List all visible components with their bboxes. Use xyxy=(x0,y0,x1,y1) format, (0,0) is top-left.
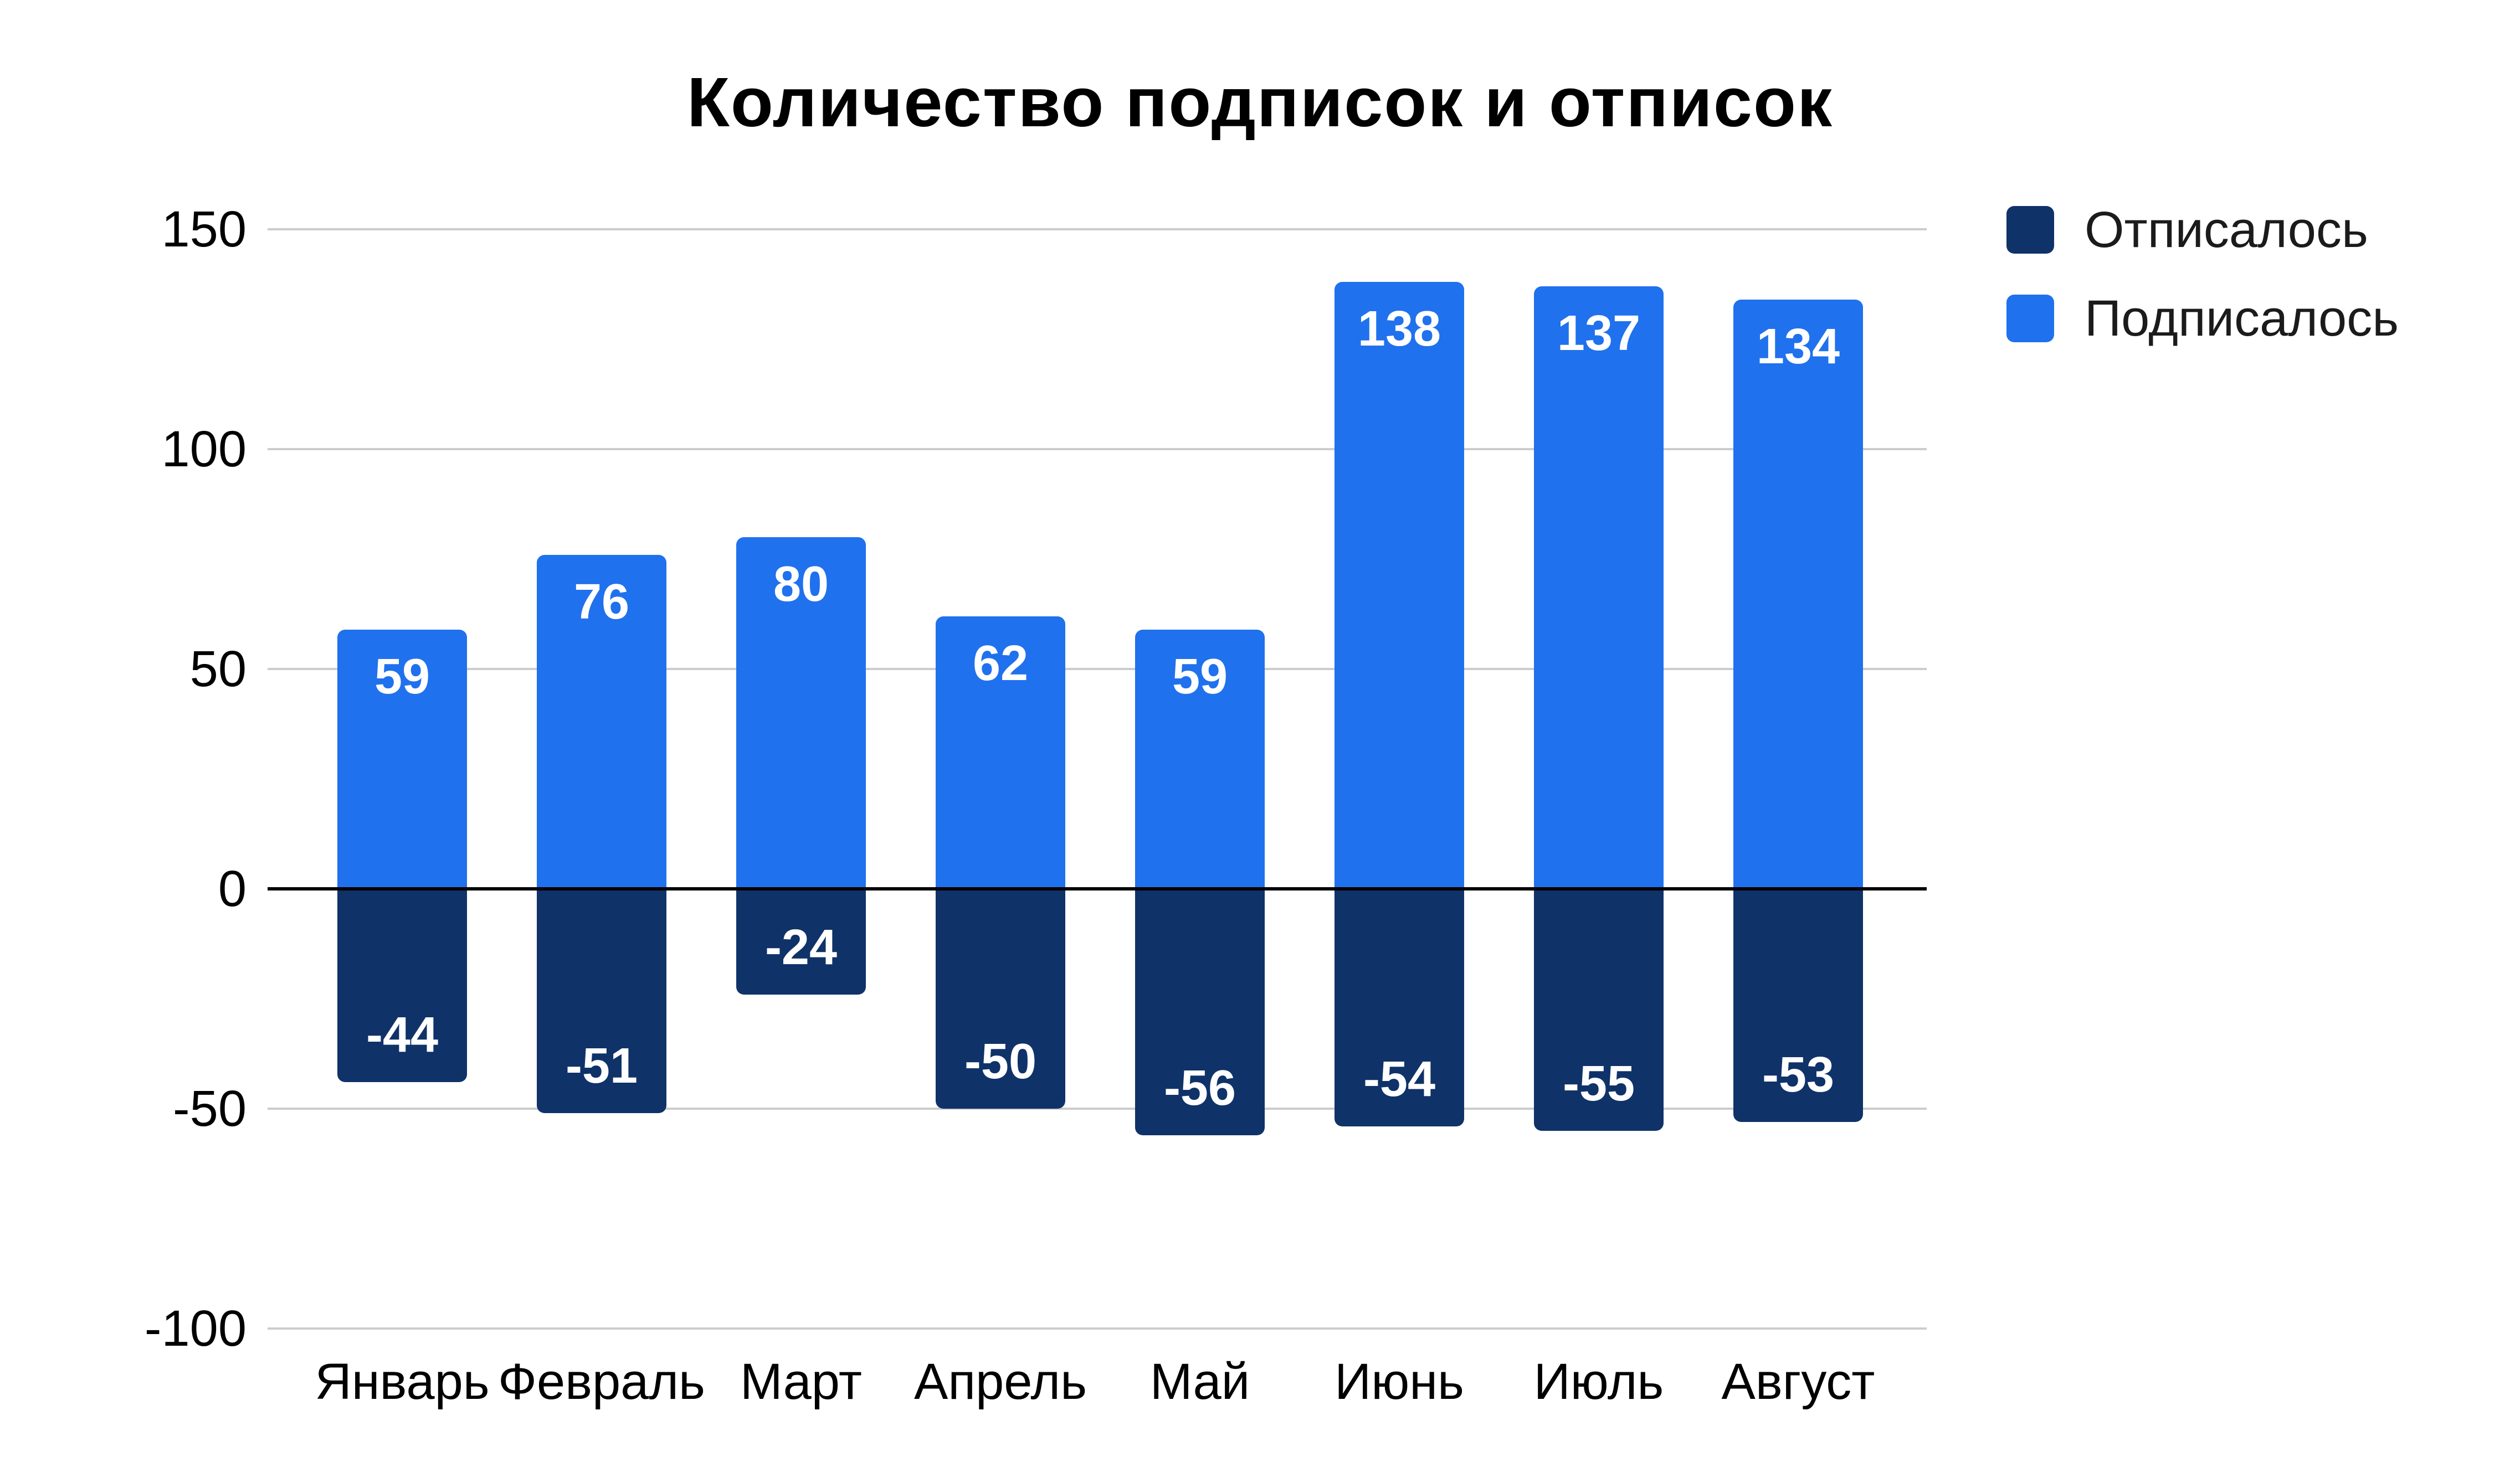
legend-chip-subscribed xyxy=(2006,295,2054,342)
gridline-50 xyxy=(268,668,1927,670)
bar-unsubscribed-4 xyxy=(936,889,1065,1109)
legend-label-unsubscribed: Отписалось xyxy=(2085,202,2368,258)
bar-value-unsubscribed-4: -50 xyxy=(964,1034,1037,1089)
bar-unsubscribed-2 xyxy=(537,889,666,1113)
legend-chip-unsubscribed xyxy=(2006,206,2054,254)
bar-subscribed-8 xyxy=(1733,300,1863,889)
bar-subscribed-5 xyxy=(1135,629,1265,889)
x-tick-label-1: Январь xyxy=(315,1353,490,1410)
bar-value-subscribed-8: 134 xyxy=(1756,319,1840,375)
x-tick-label-8: Август xyxy=(1721,1353,1875,1410)
bar-value-unsubscribed-7: -55 xyxy=(1562,1056,1635,1111)
bar-unsubscribed-7 xyxy=(1534,889,1664,1131)
gridline-100 xyxy=(268,448,1927,450)
bar-unsubscribed-3 xyxy=(736,889,866,995)
bar-value-unsubscribed-2: -51 xyxy=(565,1038,638,1094)
x-tick-label-4: Апрель xyxy=(913,1353,1087,1410)
bar-value-unsubscribed-8: -53 xyxy=(1762,1047,1835,1103)
legend-label-subscribed: Подписалось xyxy=(2085,290,2399,347)
x-tick-label-6: Июнь xyxy=(1335,1353,1464,1410)
bar-value-subscribed-4: 62 xyxy=(972,635,1029,691)
x-tick-label-2: Февраль xyxy=(498,1353,705,1410)
bar-value-subscribed-2: 76 xyxy=(573,574,630,630)
y-tick-label: 150 xyxy=(161,201,247,258)
bar-value-unsubscribed-6: -54 xyxy=(1363,1051,1436,1107)
gridline--100 xyxy=(268,1327,1927,1330)
x-tick-label-7: Июль xyxy=(1533,1353,1664,1410)
bar-unsubscribed-8 xyxy=(1733,889,1863,1122)
bar-unsubscribed-6 xyxy=(1335,889,1464,1126)
y-tick-label: -100 xyxy=(144,1300,247,1357)
y-tick-label: 0 xyxy=(218,861,247,917)
bar-value-unsubscribed-1: -44 xyxy=(366,1007,439,1063)
bar-subscribed-4 xyxy=(936,616,1065,889)
bar-subscribed-6 xyxy=(1335,282,1464,889)
bar-value-subscribed-3: 80 xyxy=(773,556,829,612)
bar-value-subscribed-5: 59 xyxy=(1172,648,1228,704)
bar-value-unsubscribed-3: -24 xyxy=(764,919,838,975)
bar-subscribed-3 xyxy=(736,537,866,889)
bar-subscribed-2 xyxy=(537,554,666,889)
x-axis-zero-line xyxy=(268,887,1927,890)
y-tick-label: -50 xyxy=(173,1080,247,1137)
x-tick-label-3: Март xyxy=(740,1353,863,1410)
bar-unsubscribed-1 xyxy=(337,889,467,1083)
x-tick-label-5: Май xyxy=(1149,1353,1250,1410)
bar-value-subscribed-6: 138 xyxy=(1357,301,1441,357)
gridline-150 xyxy=(268,228,1927,230)
bar-value-unsubscribed-5: -56 xyxy=(1163,1060,1236,1116)
bar-value-subscribed-1: 59 xyxy=(374,648,430,704)
bar-subscribed-7 xyxy=(1534,286,1664,889)
chart-title: Количество подписок и отписок xyxy=(686,63,1834,141)
bar-unsubscribed-5 xyxy=(1135,889,1265,1135)
bar-value-subscribed-7: 137 xyxy=(1557,306,1641,362)
bar-subscribed-1 xyxy=(337,629,467,889)
y-tick-label: 50 xyxy=(189,641,247,697)
gridline--50 xyxy=(268,1108,1927,1110)
y-tick-label: 100 xyxy=(161,421,247,477)
